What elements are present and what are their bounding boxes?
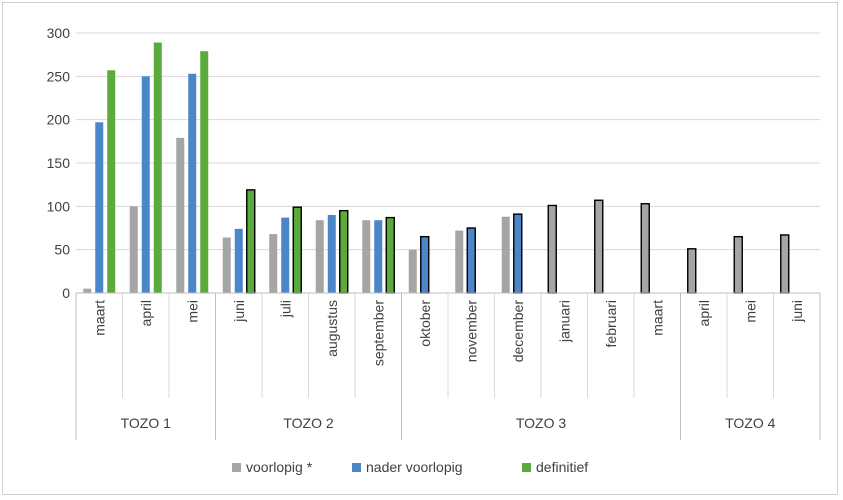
group-label: TOZO 2 xyxy=(283,415,334,431)
category-label: juni xyxy=(231,300,247,323)
bar xyxy=(176,137,185,293)
bar xyxy=(466,227,476,294)
category-label: januari xyxy=(556,300,572,343)
bar xyxy=(281,217,290,293)
category-label: augustus xyxy=(324,300,340,357)
category-label: september xyxy=(370,300,386,366)
category-label: juli xyxy=(277,300,293,318)
category-label: februari xyxy=(603,300,619,347)
bar xyxy=(269,234,278,293)
legend-swatch xyxy=(352,463,361,472)
y-tick-label: 150 xyxy=(47,155,71,171)
bar xyxy=(733,235,743,294)
bar xyxy=(501,216,510,293)
bar xyxy=(234,228,243,293)
bar xyxy=(780,234,790,294)
category-label: juni xyxy=(789,300,805,323)
legend-label: nader voorlopig xyxy=(366,459,463,475)
bar xyxy=(420,235,430,294)
bar xyxy=(292,206,302,294)
group-label: TOZO 4 xyxy=(725,415,776,431)
legend-label: voorlopig * xyxy=(246,459,313,475)
category-label: maart xyxy=(91,300,107,336)
bar xyxy=(385,216,395,294)
y-tick-label: 50 xyxy=(54,242,70,258)
legend-label: definitief xyxy=(536,459,588,475)
y-tick-label: 200 xyxy=(47,112,71,128)
bar xyxy=(408,249,417,293)
bar xyxy=(141,76,150,293)
legend-swatch xyxy=(522,463,531,472)
category-label: maart xyxy=(649,300,665,336)
bar xyxy=(153,42,162,294)
group-label: TOZO 1 xyxy=(121,415,172,431)
bar xyxy=(687,248,697,294)
bar xyxy=(107,70,116,294)
y-tick-label: 300 xyxy=(47,25,71,41)
bar xyxy=(188,73,197,293)
bar xyxy=(222,237,231,293)
bar xyxy=(129,206,138,293)
category-label: april xyxy=(696,300,712,326)
bar xyxy=(513,213,523,294)
bar xyxy=(315,220,324,293)
y-tick-label: 0 xyxy=(62,285,70,301)
bar xyxy=(83,288,92,293)
bar xyxy=(594,199,604,294)
bar xyxy=(362,220,371,293)
bar xyxy=(327,215,336,293)
chart-frame xyxy=(2,2,838,495)
bar xyxy=(95,122,104,294)
bar xyxy=(246,189,256,294)
bar xyxy=(547,204,557,294)
bar xyxy=(339,209,349,294)
category-label: mei xyxy=(184,300,200,323)
category-label: december xyxy=(510,300,526,363)
legend-swatch xyxy=(232,463,241,472)
bar xyxy=(374,220,383,293)
bar xyxy=(640,203,650,294)
y-tick-label: 100 xyxy=(47,198,71,214)
category-label: oktober xyxy=(417,300,433,347)
category-label: mei xyxy=(742,300,758,323)
bar xyxy=(455,230,464,293)
category-label: november xyxy=(463,300,479,363)
group-label: TOZO 3 xyxy=(516,415,567,431)
y-tick-label: 250 xyxy=(47,68,71,84)
bar xyxy=(200,51,209,294)
category-label: april xyxy=(138,300,154,326)
